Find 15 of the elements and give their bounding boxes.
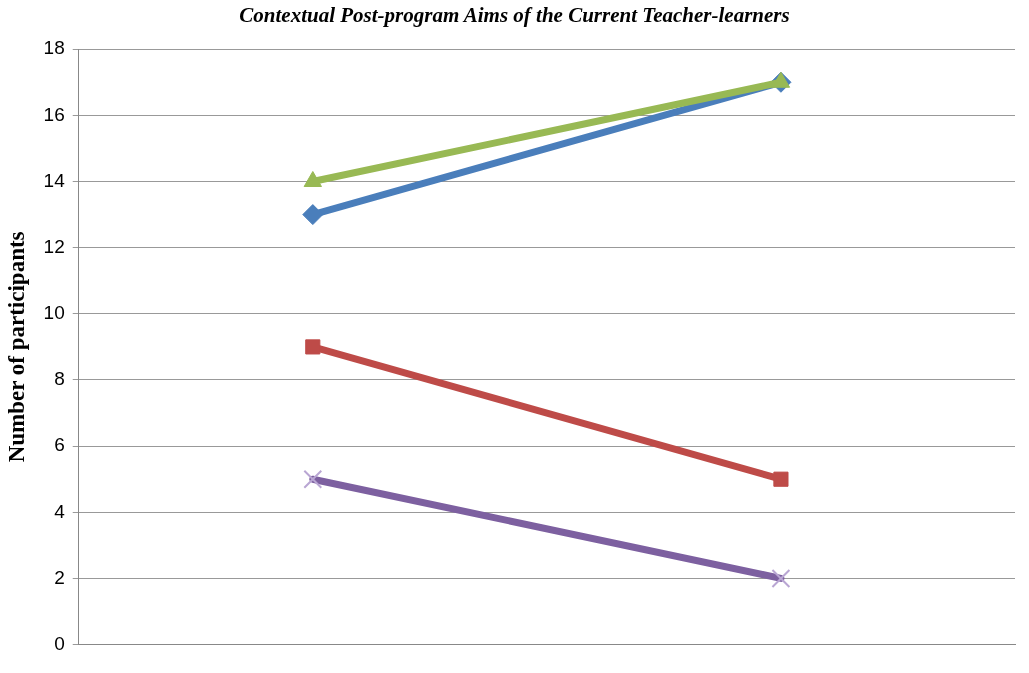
y-tick-label: 4 bbox=[54, 500, 66, 522]
y-tick-label: 12 bbox=[43, 235, 65, 257]
y-tick-label: 0 bbox=[54, 632, 65, 654]
point bbox=[302, 204, 324, 226]
chart-title: Contextual Post-program Aims of the Current Teacher-learners bbox=[239, 3, 790, 28]
y-tick-label: 8 bbox=[54, 368, 65, 390]
y-tick-label: 6 bbox=[54, 434, 65, 456]
point bbox=[305, 339, 321, 355]
y-tick-label: 18 bbox=[43, 37, 65, 59]
y-axis-title: Number of participants bbox=[3, 231, 29, 463]
point bbox=[773, 471, 789, 487]
y-tick-label: 14 bbox=[43, 169, 66, 191]
y-tick-label: 10 bbox=[43, 302, 65, 324]
y-tick-label: 16 bbox=[43, 103, 65, 125]
y-tick-label: 2 bbox=[54, 566, 65, 588]
